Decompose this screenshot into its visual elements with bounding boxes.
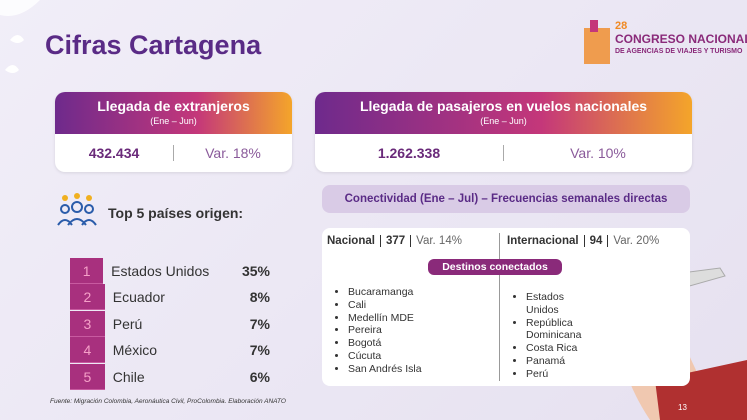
destination: Bogotá bbox=[348, 337, 484, 350]
card-title: Llegada de extranjeros bbox=[97, 98, 250, 114]
destination: Estados Unidos bbox=[526, 291, 592, 317]
country-row: 3 Perú 7% bbox=[70, 310, 270, 337]
destination: Cúcuta bbox=[348, 350, 484, 363]
rank: 2 bbox=[70, 284, 105, 311]
card-subtitle: (Ene – Jun) bbox=[150, 116, 197, 126]
slide-title: Cifras Cartagena bbox=[45, 30, 262, 60]
destinations-title: Destinos conectados bbox=[428, 259, 562, 275]
card-value: 432.434 bbox=[55, 145, 174, 161]
section-title: Top 5 países origen: bbox=[108, 205, 244, 221]
logo-number: 28 bbox=[615, 20, 628, 32]
destination: Perú bbox=[526, 368, 592, 381]
national-list: BucaramangaCaliMedellín MDEPereiraBogotá… bbox=[334, 286, 484, 376]
divider bbox=[499, 233, 500, 381]
logo: 28 CONGRESO NACIONAL DE AGENCIAS DE VIAJ… bbox=[585, 18, 747, 68]
summary-change: Var. 20% bbox=[607, 235, 665, 247]
stat-card: Llegada de extranjeros (Ene – Jun) 432.43… bbox=[55, 92, 292, 172]
summary-change: Var. 14% bbox=[410, 235, 467, 247]
country: Perú bbox=[112, 315, 143, 332]
card-change: Var. 10% bbox=[570, 145, 626, 161]
people-icon bbox=[57, 193, 97, 226]
summary-count: 94 bbox=[589, 235, 603, 247]
destination: Cali bbox=[348, 299, 484, 312]
section-title: Conectividad (Ene – Jul) – Frecuencias s… bbox=[322, 185, 690, 213]
share: 8% bbox=[249, 289, 270, 306]
footer: Fuente: Migración Colombia, Aeronáutica … bbox=[50, 398, 286, 405]
country: México bbox=[112, 342, 158, 359]
summary-label: Nacional bbox=[327, 235, 375, 247]
country-row: 2 Ecuador 8% bbox=[70, 284, 270, 311]
destination: Bucaramanga bbox=[348, 286, 484, 299]
share: 7% bbox=[249, 342, 270, 359]
destination: San Andrés Isla bbox=[348, 363, 484, 376]
summary: Nacional 377 Var. 14% bbox=[322, 235, 467, 247]
international-list: Estados UnidosRepública DominicanaCosta … bbox=[512, 291, 592, 381]
country-row: 1 Estados Unidos 35% bbox=[70, 258, 270, 284]
summary-label: Internacional bbox=[507, 235, 579, 247]
logo-line: CONGRESO NACIONAL bbox=[615, 32, 747, 46]
destination: Panamá bbox=[526, 355, 592, 368]
country: Chile bbox=[112, 368, 145, 385]
country-row: 5 Chile 6% bbox=[70, 363, 270, 390]
panel bbox=[322, 228, 690, 386]
card-change: Var. 18% bbox=[205, 145, 261, 161]
rank: 1 bbox=[70, 258, 104, 284]
destination: Medellín MDE bbox=[348, 312, 484, 325]
destination: Pereira bbox=[348, 324, 484, 337]
country: Estados Unidos bbox=[111, 263, 210, 279]
share: 7% bbox=[249, 315, 270, 332]
destination: Costa Rica bbox=[526, 342, 592, 355]
rank: 4 bbox=[70, 337, 105, 364]
share: 6% bbox=[249, 368, 270, 385]
card-value: 1.262.338 bbox=[315, 145, 504, 161]
destination: República Dominicana bbox=[526, 317, 592, 343]
rank: 3 bbox=[70, 310, 105, 337]
stat-card: Llegada de pasajeros en vuelos nacionale… bbox=[315, 92, 692, 172]
page-number: 13 bbox=[678, 403, 687, 412]
card-title: Llegada de pasajeros en vuelos nacionale… bbox=[359, 98, 648, 114]
summary: Internacional 94 Var. 20% bbox=[502, 235, 665, 247]
rank: 5 bbox=[70, 363, 105, 390]
country: Ecuador bbox=[112, 289, 165, 306]
share: 35% bbox=[241, 263, 270, 279]
card-subtitle: (Ene – Jun) bbox=[480, 116, 527, 126]
summary-count: 377 bbox=[385, 235, 406, 247]
logo-line: DE AGENCIAS DE VIAJES Y TURISMO bbox=[615, 48, 743, 55]
country-row: 4 México 7% bbox=[70, 337, 270, 364]
